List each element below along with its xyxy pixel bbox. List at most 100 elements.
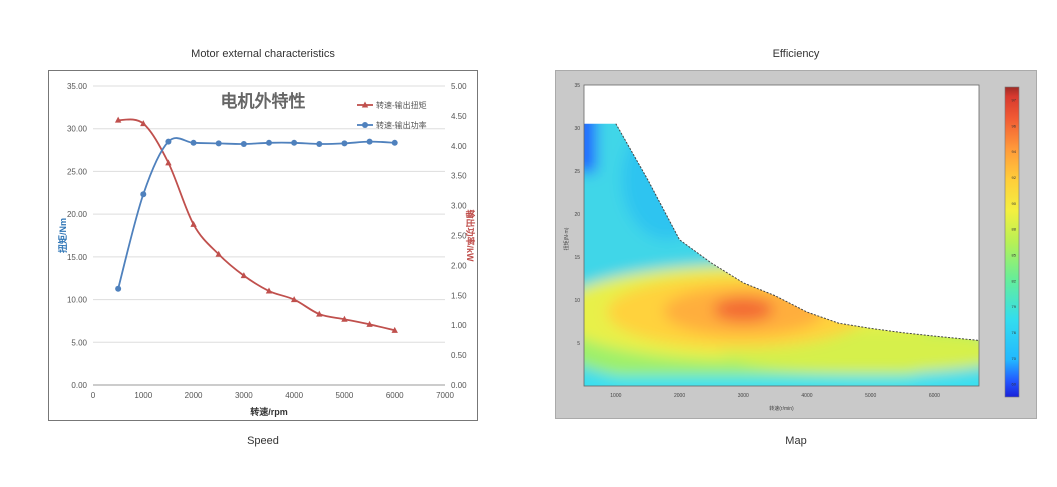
y-tick-label: 15: [574, 255, 580, 261]
y-tick-label: 30: [574, 126, 580, 132]
legend-label: 转速-输出功率: [376, 120, 427, 130]
data-point-power: [115, 285, 122, 292]
data-point-torque: [215, 250, 222, 257]
efficiency-map-svg: 1000 2000 3000 4000 5000 6000 5 10 15 20 25 30 35 转速(…: [563, 83, 1020, 412]
data-point-torque: [190, 220, 197, 227]
x-tick-label: 2000: [674, 393, 685, 399]
x-tick-label: 3000: [738, 393, 749, 399]
data-point-torque: [240, 272, 248, 279]
x-tick-label: 0: [91, 391, 96, 400]
colorbar-tick-label: 79: [1012, 304, 1017, 309]
right-chart-caption-bottom: Map: [785, 435, 807, 447]
y-tick-label: 20.00: [67, 210, 88, 219]
colorbar-tick-label: 60: [1012, 382, 1017, 387]
x-tick-label: 7000: [436, 391, 454, 400]
left-chart-caption-bottom: Speed: [247, 435, 279, 447]
x-tick-label: 3000: [235, 391, 253, 400]
efficiency-region-peak: [713, 297, 774, 322]
y-tick-label: 0.00: [71, 381, 87, 390]
y-axis-label: 扭矩/Nm: [57, 218, 68, 253]
data-point-torque: [165, 159, 172, 166]
x-tick-label: 1000: [610, 393, 621, 399]
data-point-power: [266, 139, 272, 146]
data-point-power: [366, 138, 373, 145]
y-axis-label: 扭矩(N·m): [563, 227, 570, 250]
y2-tick-label: 0.00: [451, 381, 467, 390]
x-tick-label: 1000: [134, 391, 152, 400]
colorbar-tick-label: 88: [1012, 227, 1017, 232]
series-line-2: [117, 137, 395, 289]
colorbar-tick-label: 85: [1012, 252, 1017, 257]
chart-title: 电机外特性: [221, 91, 306, 111]
plot-border: [583, 84, 980, 387]
y2-tick-label: 4.50: [451, 112, 467, 121]
legend-marker: [361, 101, 369, 108]
y-tick-label: 10: [574, 298, 580, 304]
x-axis-label: 转速(r/min): [769, 405, 794, 412]
colorbar-tick-label: 97: [1012, 97, 1017, 102]
data-point-power: [215, 140, 222, 147]
data-point-power: [341, 140, 348, 147]
x-axis-label: 转速/rpm: [250, 406, 288, 417]
y2-tick-label: 1.00: [451, 321, 467, 330]
y-tick-label: 10.00: [67, 296, 88, 305]
efficiency-region-low-speed: [584, 123, 596, 173]
series-line-1: [118, 118, 395, 332]
colorbar: [1004, 86, 1020, 398]
data-point-torque: [341, 315, 348, 322]
colorbar-tick-label: 70: [1012, 356, 1017, 361]
left-chart-caption-top: Motor external characteristics: [191, 48, 335, 60]
y2-tick-label: 2.00: [451, 261, 467, 270]
x-tick-label: 5000: [336, 391, 354, 400]
data-point-power: [316, 141, 323, 148]
data-point-power: [291, 139, 298, 146]
torque-power-chart-svg: 0.00 5.00 10.00 15.00 20.00 25.00 30.00 35.00 0.…: [57, 82, 476, 417]
colorbar-tick-label: 92: [1012, 175, 1017, 180]
y-tick-label: 25: [574, 169, 580, 175]
efficiency-map-chart: 1000 2000 3000 4000 5000 6000 5 10 15 20 25 30 35 转速(…: [555, 70, 1037, 419]
x-tick-label: 6000: [929, 393, 940, 399]
y-tick-label: 30.00: [67, 125, 88, 134]
x-tick-label: 4000: [801, 393, 812, 399]
right-chart-caption-top: Efficiency: [772, 48, 820, 60]
y2-tick-label: 4.00: [451, 142, 467, 151]
colorbar-tick-label: 76: [1012, 330, 1017, 335]
y-tick-label: 5.00: [71, 338, 87, 347]
y-tick-label: 15.00: [67, 253, 88, 262]
y2-tick-label: 1.50: [451, 291, 467, 300]
data-point-torque: [391, 326, 398, 333]
y-tick-label: 20: [574, 212, 580, 218]
colorbar-tick-label: 82: [1012, 278, 1017, 283]
y-tick-label: 25.00: [67, 167, 88, 176]
efficiency-region-bottom: [584, 375, 979, 386]
legend-marker: [362, 122, 368, 128]
y-tick-label: 5: [577, 341, 580, 347]
x-tick-label: 2000: [185, 391, 203, 400]
legend-label: 转速-输出扭矩: [376, 100, 427, 110]
data-point-torque: [316, 310, 323, 317]
y2-axis-label: 输出功率/kW: [465, 209, 476, 262]
data-point-torque: [290, 296, 298, 303]
y2-tick-label: 0.50: [451, 351, 467, 360]
colorbar-tick-label: 90: [1012, 201, 1017, 206]
colorbar-tick-label: 94: [1012, 149, 1017, 154]
colorbar-tick-label: 96: [1012, 123, 1017, 128]
data-point-torque: [366, 320, 373, 327]
data-point-torque: [140, 120, 147, 127]
y-tick-label: 35: [574, 83, 580, 89]
data-point-power: [240, 141, 247, 148]
data-point-torque: [114, 116, 122, 123]
torque-power-chart: 0.00 5.00 10.00 15.00 20.00 25.00 30.00 35.00 0.…: [48, 70, 478, 421]
data-point-power: [391, 139, 398, 146]
x-tick-label: 4000: [285, 391, 303, 400]
y2-tick-label: 2.50: [451, 232, 467, 241]
y-tick-label: 35.00: [67, 82, 88, 91]
external-characteristic-boundary: [615, 123, 980, 341]
x-tick-label: 5000: [865, 393, 876, 399]
data-point-power: [165, 138, 172, 145]
y2-tick-label: 3.50: [451, 172, 467, 181]
data-point-power: [190, 139, 197, 146]
data-point-power: [140, 191, 147, 198]
x-tick-label: 6000: [386, 391, 404, 400]
data-point-torque: [265, 287, 273, 294]
